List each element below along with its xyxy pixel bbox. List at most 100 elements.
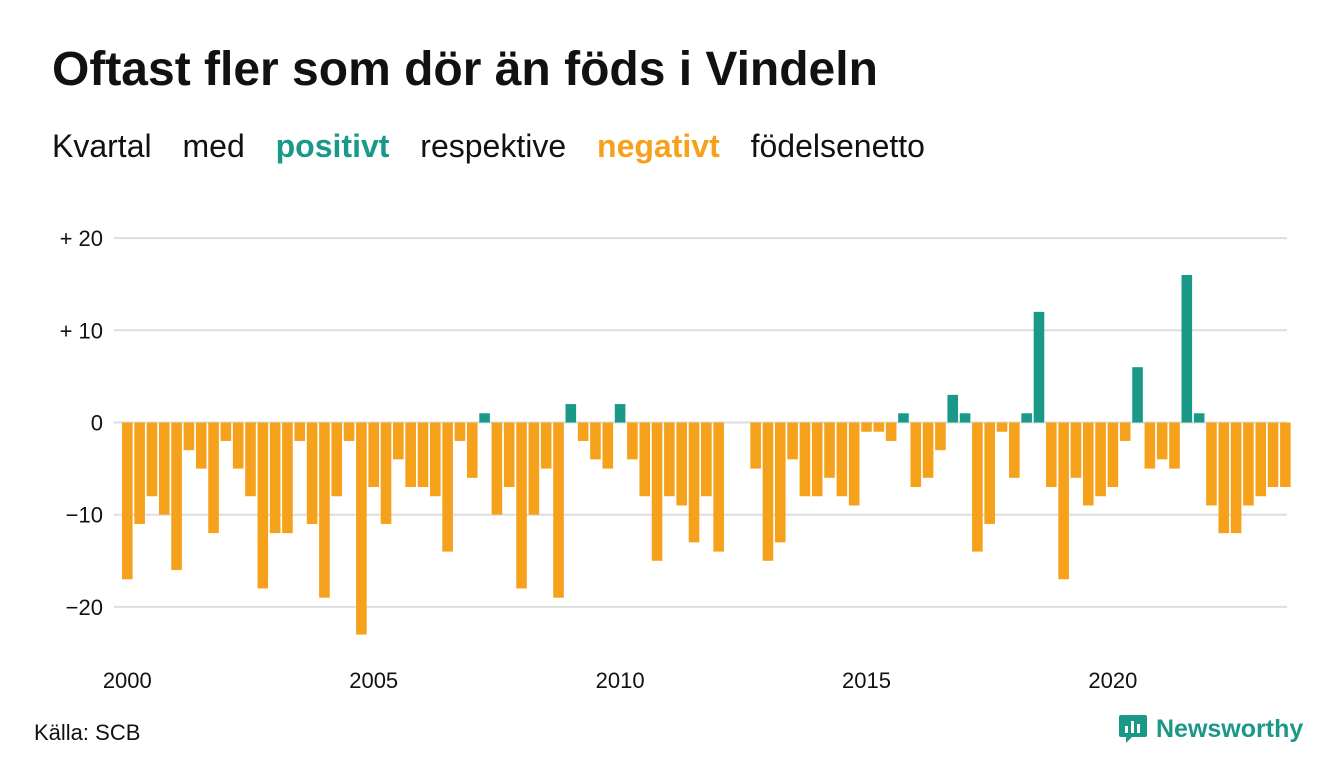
bar: [269, 422, 281, 534]
bar: [491, 422, 503, 515]
bar: [405, 422, 416, 488]
subtitle-word-3: respektive: [420, 128, 567, 164]
bar: [245, 422, 256, 497]
bar: [306, 422, 318, 524]
bar: [553, 422, 564, 598]
bar: [762, 422, 774, 561]
bar: [910, 422, 922, 488]
bar: [1206, 422, 1217, 506]
bar: [959, 413, 971, 423]
bar: [639, 422, 651, 497]
bar: [935, 422, 946, 451]
newsworthy-logo: Newsworthy: [1118, 713, 1303, 745]
bar: [356, 422, 367, 635]
bar: [590, 422, 601, 460]
bar: [1021, 413, 1032, 423]
bar: [134, 422, 145, 524]
bar: [1119, 422, 1131, 441]
y-tick-label: + 20: [60, 226, 103, 251]
bar: [171, 422, 182, 571]
y-tick-label: + 10: [60, 318, 103, 343]
subtitle-word-1: Kvartal: [52, 128, 152, 164]
bar: [528, 422, 540, 515]
bar: [257, 422, 269, 589]
bar: [824, 422, 835, 478]
subtitle-word-2: med: [182, 128, 245, 164]
bar-chart: + 20 + 10 0 −10 −20 2000 2005 2010 2015 2020: [60, 226, 1291, 693]
bar: [984, 422, 995, 524]
bar: [1082, 422, 1094, 506]
bar: [294, 422, 306, 441]
bar: [1144, 422, 1156, 469]
x-tick-label: 2005: [349, 668, 398, 693]
bar: [651, 422, 663, 561]
bar: [1058, 422, 1069, 580]
bar: [479, 413, 490, 423]
bar: [1280, 422, 1291, 488]
bar: [1193, 413, 1205, 423]
bar: [996, 422, 1008, 432]
bar: [1107, 422, 1119, 488]
bar: [799, 422, 811, 497]
chart-title: Oftast fler som dör än föds i Vindeln: [52, 43, 878, 96]
bar: [614, 404, 626, 423]
bar: [232, 422, 244, 469]
bar: [466, 422, 478, 478]
subtitle-word-4: födelsenetto: [750, 128, 925, 164]
bar: [1255, 422, 1267, 497]
bar: [577, 422, 589, 441]
bar: [503, 422, 515, 488]
bar: [540, 422, 552, 469]
bar: [701, 422, 712, 497]
bar: [1070, 422, 1082, 478]
subtitle-negative-label: negativt: [597, 128, 720, 164]
bar: [158, 422, 170, 515]
bar: [750, 422, 761, 469]
x-tick-label: 2010: [596, 668, 645, 693]
subtitle-positive-label: positivt: [275, 128, 390, 164]
bar: [430, 422, 441, 497]
bar: [898, 413, 909, 423]
bar: [1046, 422, 1057, 488]
chart-subtitle: Kvartal med positivt respektive negativt…: [52, 126, 947, 166]
bar: [282, 422, 293, 534]
y-tick-label: 0: [91, 411, 103, 436]
bar: [885, 422, 897, 441]
source-note: Källa: SCB: [34, 720, 141, 745]
bar: [1243, 422, 1254, 506]
x-tick-label: 2000: [103, 668, 152, 693]
bar: [602, 422, 614, 469]
bar: [122, 422, 133, 580]
newsworthy-logo-icon: [1119, 715, 1147, 743]
x-tick-label: 2015: [842, 668, 891, 693]
bar: [972, 422, 983, 552]
bar: [1156, 422, 1168, 460]
bar: [676, 422, 687, 506]
bar: [516, 422, 527, 589]
bar: [713, 422, 724, 552]
bar: [836, 422, 848, 497]
bar: [1169, 422, 1180, 469]
bar: [627, 422, 638, 460]
bar: [319, 422, 330, 598]
bar: [861, 422, 872, 432]
bar: [565, 404, 577, 423]
bar: [1132, 367, 1143, 423]
bar: [787, 422, 798, 460]
bar: [1181, 274, 1193, 423]
bar: [947, 394, 959, 423]
bar: [922, 422, 934, 478]
x-tick-label: 2020: [1088, 668, 1137, 693]
bar: [1218, 422, 1230, 534]
y-tick-label: −10: [66, 503, 103, 528]
bar: [774, 422, 786, 543]
bar: [220, 422, 232, 441]
bar: [1009, 422, 1020, 478]
bar: [1230, 422, 1242, 534]
bar: [195, 422, 207, 469]
bar: [873, 422, 885, 432]
bar: [688, 422, 700, 543]
bar: [343, 422, 355, 441]
bar: [417, 422, 429, 488]
bar: [664, 422, 675, 497]
